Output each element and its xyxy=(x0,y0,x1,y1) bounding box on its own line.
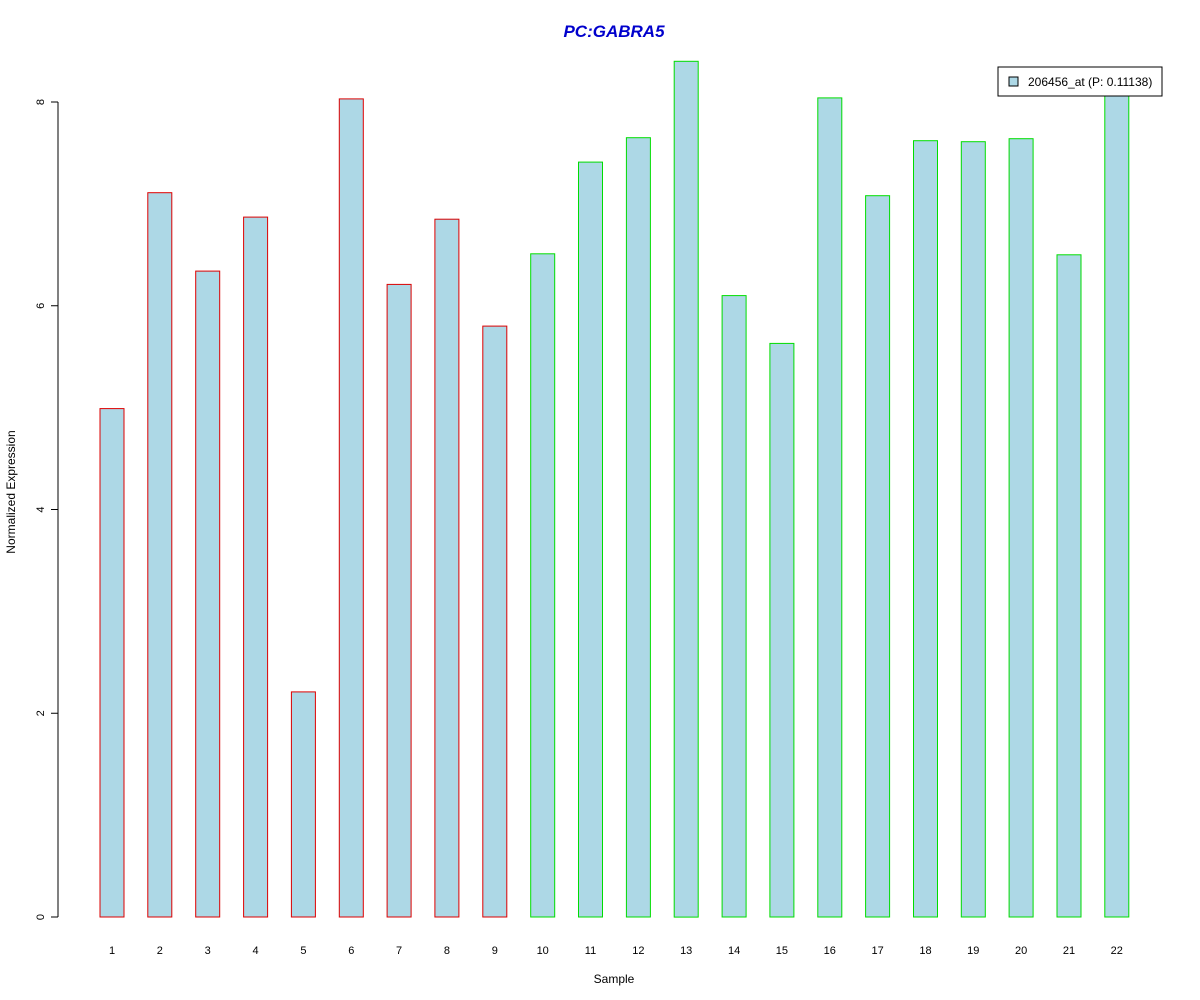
bar-sample-2 xyxy=(147,192,173,918)
y-tick-label: 0 xyxy=(35,914,47,920)
x-tick-label: 9 xyxy=(492,945,498,957)
x-tick-label: 6 xyxy=(348,945,354,957)
y-tick-label: 4 xyxy=(35,506,47,512)
x-tick-label: 3 xyxy=(205,945,211,957)
x-tick-label: 19 xyxy=(967,945,979,957)
y-axis-title: Normalized Expression xyxy=(4,430,18,553)
bar-sample-9 xyxy=(482,325,508,918)
x-tick-label: 13 xyxy=(680,945,692,957)
x-axis-title: Sample xyxy=(594,972,635,986)
bar-sample-15 xyxy=(769,342,795,918)
x-tick-label: 18 xyxy=(919,945,931,957)
bar-sample-10 xyxy=(530,253,556,918)
bar-sample-22 xyxy=(1104,95,1130,918)
x-tick-label: 7 xyxy=(396,945,402,957)
x-tick-labels: 1 2 3 4 5 6 7 8 9 10 11 12 13 14 15 16 17 18 19 20 21 22 xyxy=(109,945,1123,957)
y-axis: 0 2 4 6 8 xyxy=(35,99,59,920)
bar-sample-16 xyxy=(817,97,843,918)
bar-sample-14 xyxy=(721,295,747,918)
x-tick-label: 2 xyxy=(157,945,163,957)
bars-group xyxy=(99,60,1130,918)
x-tick-label: 12 xyxy=(632,945,644,957)
x-tick-label: 21 xyxy=(1063,945,1075,957)
y-tick-label: 2 xyxy=(35,710,47,716)
x-tick-label: 4 xyxy=(253,945,259,957)
bar-sample-17 xyxy=(865,195,891,918)
bar-sample-19 xyxy=(960,141,986,918)
y-tick-label: 6 xyxy=(35,303,47,309)
bar-sample-21 xyxy=(1056,254,1082,918)
x-tick-label: 1 xyxy=(109,945,115,957)
x-tick-label: 11 xyxy=(585,945,596,957)
bar-sample-18 xyxy=(913,140,938,918)
x-tick-label: 22 xyxy=(1111,945,1123,957)
bar-sample-4 xyxy=(243,216,269,918)
bar-sample-5 xyxy=(290,691,316,918)
bar-sample-3 xyxy=(195,270,221,918)
bar-sample-13 xyxy=(673,60,699,918)
x-tick-label: 14 xyxy=(728,945,740,957)
chart-title: PC:GABRA5 xyxy=(563,22,665,41)
legend-label: 206456_at (P: 0.11138) xyxy=(1028,75,1152,89)
x-tick-label: 15 xyxy=(776,945,788,957)
bar-sample-6 xyxy=(338,98,364,918)
x-tick-label: 5 xyxy=(300,945,306,957)
bar-sample-7 xyxy=(386,283,412,918)
bar-sample-12 xyxy=(625,137,651,918)
x-tick-label: 8 xyxy=(444,945,450,957)
bar-sample-8 xyxy=(434,218,460,918)
legend-swatch xyxy=(1008,76,1019,87)
x-tick-label: 20 xyxy=(1015,945,1027,957)
bar-sample-1 xyxy=(99,408,125,918)
legend-box xyxy=(997,66,1163,97)
x-tick-label: 17 xyxy=(871,945,883,957)
bar-sample-11 xyxy=(578,161,603,918)
x-tick-label: 10 xyxy=(537,945,549,957)
x-tick-label: 16 xyxy=(824,945,836,957)
legend: 206456_at (P: 0.11138) xyxy=(997,66,1163,97)
bar-sample-20 xyxy=(1008,138,1034,918)
y-tick-label: 8 xyxy=(35,99,47,105)
